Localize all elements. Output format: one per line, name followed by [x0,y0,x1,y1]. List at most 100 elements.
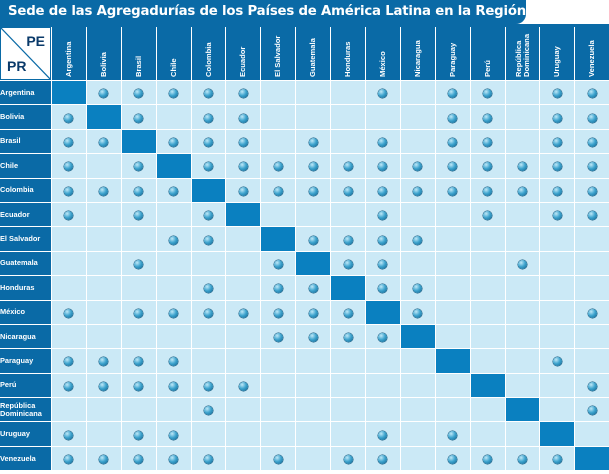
table-row: Chile [0,153,609,178]
row-header-label: República Dominicana [0,397,51,422]
matrix-cell [120,201,156,227]
sphere-dot-icon [552,113,562,123]
matrix-cell [225,348,261,373]
matrix-cell [539,80,575,105]
sphere-dot-icon [308,137,318,147]
matrix-cell [574,153,609,178]
matrix-cell [225,80,261,105]
matrix-cell [434,323,470,349]
diagonal-cell [295,250,331,276]
sphere-dot-icon [308,284,318,294]
sphere-dot-icon [518,455,528,465]
sphere-dot-icon [204,162,213,172]
table-row: Venezuela [0,445,609,471]
diagonal-cell [399,323,435,349]
table-row: El Salvador [0,226,609,251]
diagonal-cell [190,177,226,202]
sphere-dot-icon [448,113,458,123]
matrix-cell [295,372,331,398]
table-row: Argentina [0,80,609,105]
row-header-label: Honduras [0,275,51,300]
diagonal-cell [225,201,261,227]
diagonal-cell [574,445,609,471]
matrix-cell [51,299,86,324]
sphere-dot-icon [343,162,353,172]
matrix-cell [155,177,191,202]
sphere-dot-icon [587,406,597,416]
row-header-label: Guatemala [0,250,51,276]
column-header-label: Nicaragua [412,40,422,77]
sphere-dot-icon [169,381,179,391]
matrix-cell [434,445,470,471]
matrix-cell [260,348,296,373]
matrix-cell [365,348,400,373]
sphere-dot-icon [378,137,388,147]
matrix-cell [504,445,540,471]
matrix-cell [155,226,191,251]
sphere-dot-icon [552,211,562,221]
sphere-dot-icon [64,162,74,172]
sphere-dot-icon [273,333,283,343]
sphere-dot-icon [99,381,109,391]
sphere-dot-icon [169,308,179,318]
matrix-cell [399,128,435,154]
matrix-cell [539,348,575,373]
matrix-cell [155,421,191,446]
sphere-dot-icon [483,113,493,123]
sphere-dot-icon [64,381,74,391]
sphere-dot-icon [99,89,109,99]
matrix-cell [330,421,366,446]
matrix-cell [295,445,331,471]
corner-cell: PE PR [0,27,51,80]
matrix-cell [574,372,609,398]
matrix-cell [330,250,366,276]
matrix-cell [225,153,261,178]
row-header-label: México [0,299,51,324]
matrix-cell [574,421,609,446]
matrix-cell [85,323,121,349]
matrix-cell [85,177,121,202]
matrix-cell [434,299,470,324]
matrix-cell [120,275,156,300]
column-header-label: Venezuela [587,40,597,77]
sphere-dot-icon [134,113,144,123]
sphere-dot-icon [64,357,74,367]
sphere-dot-icon [413,308,423,318]
column-header-label: El Salvador [273,35,283,77]
diagonal-cell [51,80,86,105]
sphere-dot-icon [587,186,597,196]
matrix-cell [539,397,575,422]
sphere-dot-icon [587,308,597,318]
matrix-cell [434,177,470,202]
matrix-cell [434,153,470,178]
diagonal-cell [365,299,400,324]
matrix-cell [120,299,156,324]
matrix-cell [190,397,226,422]
matrix-cell [330,445,366,471]
matrix-cell [155,128,191,154]
sphere-dot-icon [448,430,458,440]
column-header: Perú [469,27,505,80]
sphere-dot-icon [134,455,144,465]
row-header-label: Uruguay [0,421,51,446]
sphere-dot-icon [64,308,74,318]
sphere-dot-icon [378,259,388,269]
matrix-cell [155,275,191,300]
sphere-dot-icon [587,162,597,172]
matrix-cell [330,299,366,324]
sphere-dot-icon [343,259,353,269]
matrix-cell [434,421,470,446]
sphere-dot-icon [413,186,423,196]
matrix-cell [399,445,435,471]
sphere-dot-icon [413,284,423,294]
row-header-label: Brasil [0,128,51,154]
matrix-cell [260,445,296,471]
column-header-label: Paraguay [447,42,457,77]
sphere-dot-icon [169,186,179,196]
matrix-cell [155,372,191,398]
sphere-dot-icon [343,308,353,318]
table-row: Colombia [0,177,609,202]
sphere-dot-icon [169,235,179,245]
table-row: Honduras [0,275,609,300]
matrix-cell [190,299,226,324]
